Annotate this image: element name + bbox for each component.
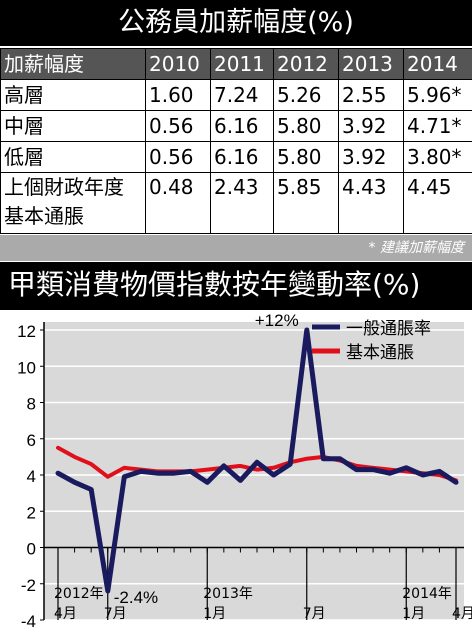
table-cell: 2.55 bbox=[338, 79, 404, 111]
chart-title: 甲類消費物價指數按年變動率(%) bbox=[0, 262, 472, 310]
table-cell: 4.43 bbox=[338, 172, 404, 234]
x-tick-label-month: 7月 bbox=[303, 606, 326, 622]
x-tick-label-month: 4月 bbox=[452, 606, 472, 622]
header-cell: 2011 bbox=[210, 48, 274, 80]
table-cell: 0.48 bbox=[145, 172, 211, 234]
x-tick-label-month: 4月 bbox=[54, 606, 77, 622]
table-cell: 5.96* bbox=[403, 79, 472, 111]
table-cell: 4.45 bbox=[403, 172, 472, 234]
y-tick-label: -2 bbox=[21, 576, 36, 595]
table-cell: 1.60 bbox=[145, 79, 211, 111]
y-tick-label: 4 bbox=[27, 467, 36, 486]
table-cell: 4.71* bbox=[403, 110, 472, 142]
table-cell: 5.80 bbox=[273, 141, 339, 173]
y-tick-label: 2 bbox=[27, 503, 36, 522]
x-tick-label-year: 2013年 bbox=[203, 586, 253, 602]
legend-label: 一般通脹率 bbox=[346, 319, 431, 339]
table-row: 低層 0.56 6.16 5.80 3.92 3.80* bbox=[0, 141, 472, 173]
data-annotation: -2.4% bbox=[114, 588, 158, 607]
table-cell: 0.56 bbox=[145, 110, 211, 142]
table-cell: 5.26 bbox=[273, 79, 339, 111]
table-footnote: * 建議加薪幅度 bbox=[0, 235, 472, 261]
y-tick-label: 0 bbox=[27, 540, 36, 559]
table-cell: 6.16 bbox=[210, 110, 274, 142]
table-header-row: 加薪幅度 2010 2011 2012 2013 2014 bbox=[0, 48, 472, 80]
series-line-general-inflation bbox=[55, 327, 459, 594]
y-tick-label: 10 bbox=[17, 358, 36, 377]
table-cell: 0.56 bbox=[145, 141, 211, 173]
x-tick-label-year: 2014年 bbox=[402, 586, 452, 602]
table-cell: 5.85 bbox=[273, 172, 339, 234]
table-row: 高層 1.60 7.24 5.26 2.55 5.96* bbox=[0, 79, 472, 111]
table-cell: 2.43 bbox=[210, 172, 274, 234]
cpi-line-chart: 12 10 8 6 4 2 0 -2 -4 2012年 4月 7月 2013年 1月 7月 2014年 1月 4月… bbox=[17, 311, 472, 631]
y-tick-label: -4 bbox=[21, 612, 36, 631]
cpi-chart: 12 10 8 6 4 2 0 -2 -4 2012年 4月 7月 2013年 1月 7月 2014年 1月 4月… bbox=[0, 310, 472, 637]
row-label: 上個財政年度 基本通脹 bbox=[0, 172, 146, 234]
table-cell: 3.80* bbox=[403, 141, 472, 173]
table-cell: 3.92 bbox=[338, 110, 404, 142]
header-cell: 2010 bbox=[145, 48, 211, 80]
row-label: 中層 bbox=[0, 110, 146, 142]
x-tick-label-year: 2012年 bbox=[54, 586, 104, 602]
y-tick-label: 8 bbox=[27, 395, 36, 414]
table-cell: 7.24 bbox=[210, 79, 274, 111]
series-line-underlying-inflation bbox=[56, 445, 458, 483]
pay-rise-table: 加薪幅度 2010 2011 2012 2013 2014 高層 1.60 7.… bbox=[0, 48, 472, 234]
table-row: 上個財政年度 基本通脹 0.48 2.43 5.85 4.43 4.45 bbox=[0, 172, 472, 234]
header-cell: 加薪幅度 bbox=[0, 48, 146, 80]
header-cell: 2014 bbox=[403, 48, 472, 80]
row-label: 低層 bbox=[0, 141, 146, 173]
legend-label: 基本通脹 bbox=[346, 343, 414, 363]
x-tick-label-month: 1月 bbox=[402, 606, 425, 622]
table-cell: 5.80 bbox=[273, 110, 339, 142]
table-cell: 6.16 bbox=[210, 141, 274, 173]
y-tick-label: 12 bbox=[17, 322, 36, 341]
table-title: 公務員加薪幅度(%) bbox=[0, 0, 472, 46]
row-label: 高層 bbox=[0, 79, 146, 111]
header-cell: 2013 bbox=[338, 48, 404, 80]
table-row: 中層 0.56 6.16 5.80 3.92 4.71* bbox=[0, 110, 472, 142]
data-annotation: +12% bbox=[255, 311, 299, 330]
x-tick-label-month: 1月 bbox=[203, 606, 226, 622]
header-cell: 2012 bbox=[273, 48, 339, 80]
x-tick-label-month: 7月 bbox=[104, 606, 127, 622]
y-tick-label: 6 bbox=[27, 431, 36, 450]
table-cell: 3.92 bbox=[338, 141, 404, 173]
